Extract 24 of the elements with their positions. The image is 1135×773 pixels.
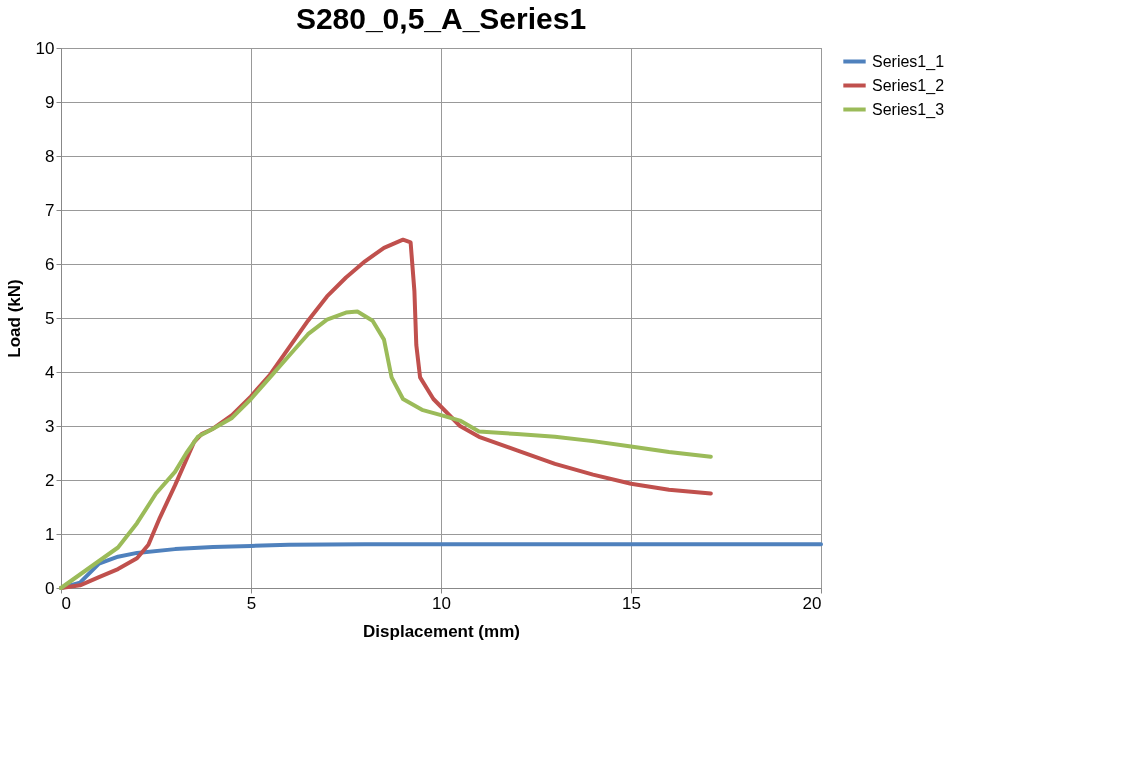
x-axis-title: Displacement (mm) — [363, 621, 520, 641]
x-tick-label: 10 — [432, 593, 451, 613]
line-series — [59, 309, 713, 590]
x-tick-label: 5 — [246, 593, 257, 613]
chart-title: S280_0,5_A_Series1 — [295, 2, 587, 35]
legend-label: Series1_3 — [872, 100, 945, 119]
y-tick-label: 7 — [45, 200, 55, 220]
y-tick-label: 4 — [45, 362, 55, 382]
x-tick-label: 0 — [61, 593, 71, 613]
y-axis-title: Load (kN) — [4, 279, 24, 358]
y-tick-label: 0 — [45, 578, 55, 598]
y-tick-label: 8 — [45, 146, 55, 166]
y-tick-label: 1 — [45, 524, 55, 544]
y-tick-label: 2 — [45, 470, 55, 490]
legend-label: Series1_2 — [872, 76, 945, 95]
y-tick-label: 9 — [45, 92, 55, 112]
legend-label: Series1_1 — [872, 52, 945, 71]
y-tick-label: 6 — [45, 254, 55, 274]
y-tick-label: 5 — [45, 308, 55, 328]
line-series — [59, 237, 713, 590]
x-tick-label: 15 — [622, 593, 641, 613]
y-tick-label: 10 — [35, 38, 55, 58]
y-tick-label: 3 — [45, 416, 55, 436]
x-tick-label: 20 — [802, 593, 822, 613]
